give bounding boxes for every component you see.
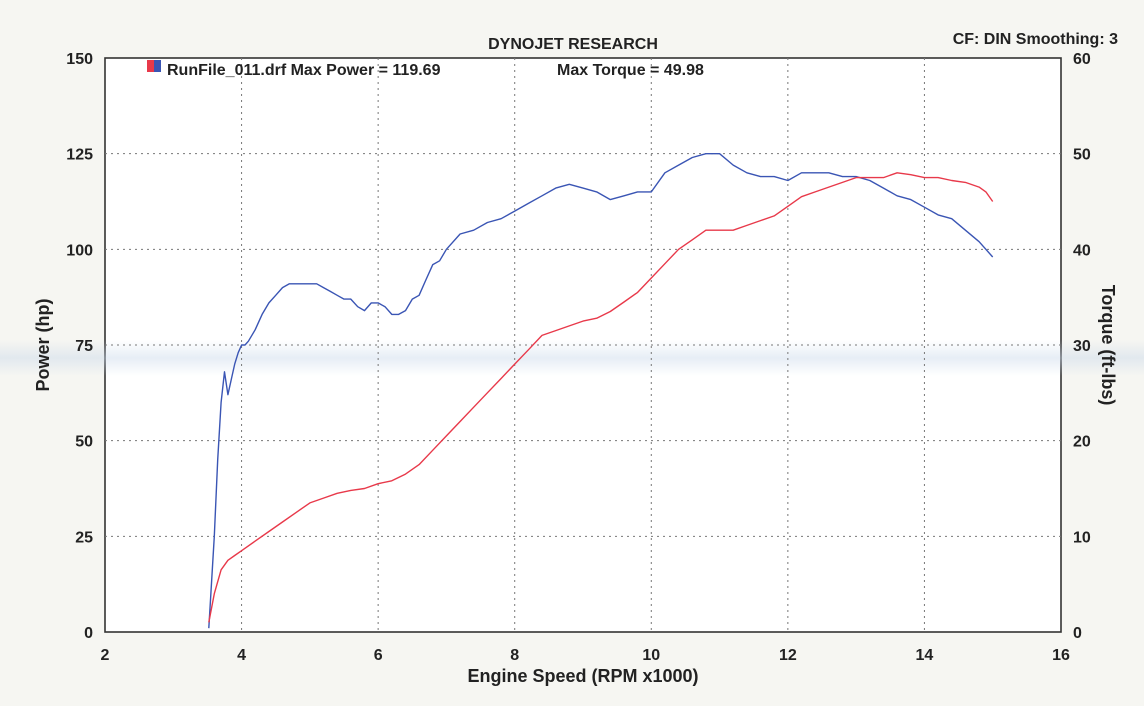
legend: RunFile_011.drf Max Power = 119.69 Max T… (147, 60, 704, 79)
x-tick-label: 10 (642, 647, 660, 664)
tick-labels: 2 4 6 8 10 12 14 160255075100125150010203040506… (66, 51, 1091, 664)
y-tick-label: 25 (75, 529, 93, 546)
y2-tick-label: 40 (1073, 242, 1091, 259)
y-tick-label: 75 (75, 338, 93, 355)
series-lines (208, 152, 994, 629)
x-tick-label: 2 (101, 647, 110, 664)
y2-tick-label: 10 (1073, 529, 1091, 546)
legend-swatch-blue (154, 60, 161, 72)
x-tick-label: 8 (510, 647, 519, 664)
chart-title: DYNOJET RESEARCH (488, 36, 658, 53)
y2-tick-label: 30 (1073, 338, 1091, 355)
scan-band (0, 340, 1144, 376)
y2-axis-label: Torque (ft-lbs) (1098, 285, 1118, 406)
y2-tick-label: 50 (1073, 147, 1091, 164)
y2-tick-label: 0 (1073, 625, 1082, 642)
x-tick-label: 4 (237, 647, 246, 664)
y-axis-label: Power (hp) (33, 298, 53, 391)
y-tick-label: 50 (75, 434, 93, 451)
legend-swatch-red (147, 60, 154, 72)
y-tick-label: 125 (66, 147, 93, 164)
legend-run-label: RunFile_011.drf Max Power = 119.69 (167, 62, 441, 79)
legend-torque-label: Max Torque = 49.98 (557, 62, 704, 79)
y-tick-label: 0 (84, 625, 93, 642)
settings-label: CF: DIN Smoothing: 3 (953, 31, 1118, 48)
power-line (208, 152, 994, 629)
x-tick-label: 16 (1052, 647, 1070, 664)
x-tick-label: 12 (779, 647, 797, 664)
x-tick-label: 6 (374, 647, 383, 664)
y2-tick-label: 20 (1073, 434, 1091, 451)
x-axis-label: Engine Speed (RPM x1000) (467, 666, 698, 686)
y-tick-label: 150 (66, 51, 93, 68)
torque-line (208, 172, 994, 623)
y-tick-label: 100 (66, 242, 93, 259)
x-tick-label: 14 (916, 647, 934, 664)
y2-tick-label: 60 (1073, 51, 1091, 68)
